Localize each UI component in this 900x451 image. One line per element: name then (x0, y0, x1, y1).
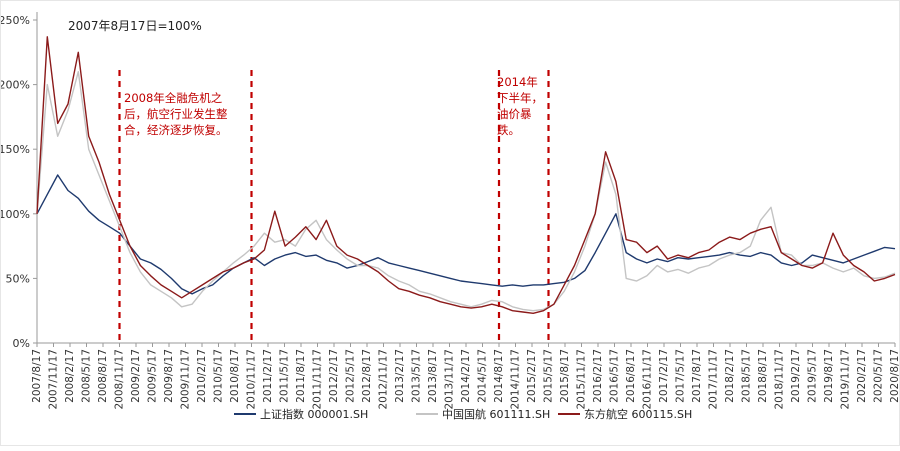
x-tick-label: 2015/2/17 (526, 349, 538, 403)
x-tick-label: 2015/8/17 (559, 349, 571, 403)
x-tick-label: 2017/2/17 (658, 349, 670, 403)
legend-label-1: 上证指数 000001.SH (260, 407, 368, 421)
x-tick-label: 2012/11/17 (378, 349, 390, 410)
x-tick-label: 2014/11/17 (510, 349, 522, 410)
x-tick-label: 2017/11/17 (708, 349, 720, 410)
annotation-text: 合，经济逐步恢复。 (124, 123, 228, 137)
x-tick-label: 2010/8/17 (229, 349, 241, 403)
x-tick-label: 2013/2/17 (394, 349, 406, 403)
x-tick-label: 2016/2/17 (592, 349, 604, 403)
x-tick-label: 2008/11/17 (114, 349, 126, 410)
x-tick-label: 2018/5/17 (741, 349, 753, 403)
x-tick-label: 2012/5/17 (345, 349, 357, 403)
x-tick-label: 2009/11/17 (180, 349, 192, 410)
annotation-text: 跌。 (497, 123, 520, 137)
y-tick-label: 200% (0, 79, 30, 92)
y-tick-label: 0% (13, 337, 30, 350)
x-tick-label: 2020/8/17 (889, 349, 900, 403)
x-tick-label: 2020/5/17 (873, 349, 885, 403)
x-tick-label: 2008/8/17 (97, 349, 109, 403)
x-tick-label: 2010/5/17 (213, 349, 225, 403)
x-tick-label: 2008/5/17 (81, 349, 93, 403)
x-tick-label: 2010/11/17 (246, 349, 258, 410)
x-tick-label: 2013/8/17 (427, 349, 439, 403)
x-tick-label: 2017/8/17 (691, 349, 703, 403)
x-tick-label: 2009/8/17 (163, 349, 175, 403)
legend-label-3: 东方航空 600115.SH (584, 407, 692, 421)
x-tick-label: 2020/2/17 (856, 349, 868, 403)
x-tick-label: 2008/2/17 (64, 349, 76, 403)
annotation-text: 2014年 (497, 75, 538, 89)
x-tick-label: 2010/2/17 (196, 349, 208, 403)
base-note: 2007年8月17日=100% (68, 19, 202, 33)
x-tick-label: 2016/5/17 (609, 349, 621, 403)
annotation-text: 油价暴 (497, 107, 532, 121)
x-tick-label: 2013/11/17 (444, 349, 456, 410)
x-tick-label: 2012/8/17 (361, 349, 373, 403)
x-tick-label: 2014/5/17 (477, 349, 489, 403)
x-tick-label: 2011/8/17 (295, 349, 307, 403)
x-tick-label: 2015/5/17 (543, 349, 555, 403)
y-tick-label: 250% (0, 14, 30, 27)
x-tick-label: 2011/11/17 (312, 349, 324, 410)
x-tick-label: 2014/2/17 (460, 349, 472, 403)
x-tick-label: 2017/5/17 (675, 349, 687, 403)
annotation-text: 下半年， (497, 91, 543, 105)
y-tick-label: 150% (0, 143, 30, 156)
x-tick-label: 2019/5/17 (807, 349, 819, 403)
series-line-2 (36, 71, 896, 312)
x-tick-label: 2019/11/17 (840, 349, 852, 410)
x-tick-label: 2009/2/17 (130, 349, 142, 403)
x-tick-label: 2019/8/17 (823, 349, 835, 403)
x-tick-label: 2018/11/17 (774, 349, 786, 410)
x-tick-label: 2018/2/17 (724, 349, 736, 403)
x-tick-label: 2012/2/17 (328, 349, 340, 403)
annotation-text: 后，航空行业发生整 (124, 107, 228, 121)
x-tick-label: 2014/8/17 (493, 349, 505, 403)
x-tick-label: 2019/2/17 (790, 349, 802, 403)
y-tick-label: 50% (6, 272, 30, 285)
x-tick-label: 2007/8/17 (31, 349, 43, 403)
x-tick-label: 2011/2/17 (262, 349, 274, 403)
x-tick-label: 2011/5/17 (279, 349, 291, 403)
x-tick-label: 2015/11/17 (576, 349, 588, 410)
series-line-3 (36, 36, 896, 314)
x-tick-label: 2018/8/17 (757, 349, 769, 403)
series-line-1 (36, 174, 896, 295)
legend-label-2: 中国国航 601111.SH (442, 407, 550, 421)
x-tick-label: 2013/5/17 (411, 349, 423, 403)
annotation-text: 2008年全融危机之 (124, 91, 223, 105)
x-tick-label: 2007/11/17 (48, 349, 60, 410)
y-tick-label: 100% (0, 208, 30, 221)
x-tick-label: 2016/11/17 (642, 349, 654, 410)
x-tick-label: 2009/5/17 (147, 349, 159, 403)
x-tick-label: 2016/8/17 (625, 349, 637, 403)
